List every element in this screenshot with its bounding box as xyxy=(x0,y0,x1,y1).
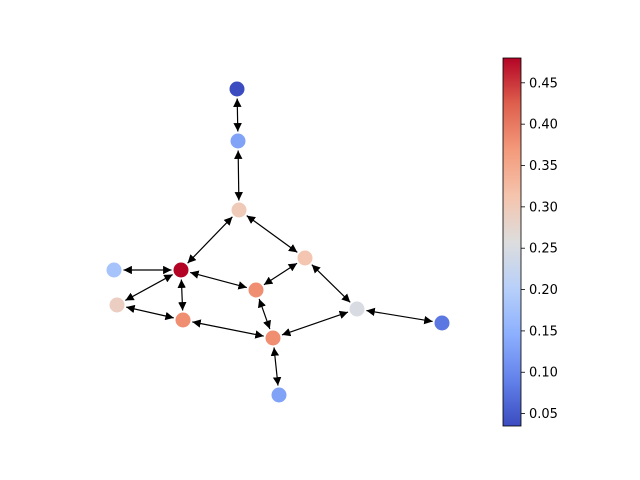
edge-n2-n3 xyxy=(234,150,243,201)
colorbar: 0.05 0.10 0.15 0.20 0.25 0.30 0.35 0.40 0.45 xyxy=(502,57,558,427)
colorbar-tick-label: 0.05 xyxy=(529,407,558,422)
edge-n11-n12 xyxy=(366,307,433,325)
colorbar-ticks: 0.05 0.10 0.15 0.20 0.25 0.30 0.35 0.40 0.45 xyxy=(521,76,558,422)
node-n8 xyxy=(248,282,264,298)
edge-n8-n10 xyxy=(258,298,271,330)
node-n9 xyxy=(175,312,191,328)
colorbar-bar xyxy=(502,57,522,427)
node-n6 xyxy=(106,262,122,278)
colorbar-tick-label: 0.40 xyxy=(529,118,558,133)
edge-n5-n7 xyxy=(125,274,173,301)
edge-n5-n9 xyxy=(177,279,187,311)
colorbar-tick-label: 0.25 xyxy=(529,242,558,257)
colorbar-tick-label: 0.45 xyxy=(529,76,558,91)
node-n4 xyxy=(297,250,313,266)
colorbar-tick-label: 0.30 xyxy=(529,200,558,215)
edge-n3-n5 xyxy=(187,216,233,264)
node-n1 xyxy=(229,81,245,97)
edge-n10-n13 xyxy=(270,347,282,386)
edge-n3-n4 xyxy=(246,215,298,253)
node-n10 xyxy=(265,330,281,346)
edge-n8-n4 xyxy=(263,262,298,286)
node-n12 xyxy=(434,315,450,331)
colorbar-tick-label: 0.20 xyxy=(529,283,558,298)
edge-n4-n11 xyxy=(311,264,351,303)
edge-n10-n11 xyxy=(281,310,349,337)
node-n2 xyxy=(230,133,246,149)
colorbar-tick-label: 0.10 xyxy=(529,366,558,381)
node-n11 xyxy=(349,301,365,317)
edge-n9-n10 xyxy=(192,319,264,339)
node-n5 xyxy=(173,262,189,278)
node-n13 xyxy=(271,387,287,403)
node-n7 xyxy=(109,297,125,313)
edge-layer xyxy=(123,98,433,386)
edge-n7-n9 xyxy=(126,304,174,321)
colorbar-tick-label: 0.15 xyxy=(529,324,558,339)
edge-n5-n8 xyxy=(190,270,247,290)
edge-n1-n2 xyxy=(233,98,242,132)
node-layer xyxy=(106,81,450,403)
colorbar-tick-label: 0.35 xyxy=(529,159,558,174)
node-n3 xyxy=(231,202,247,218)
